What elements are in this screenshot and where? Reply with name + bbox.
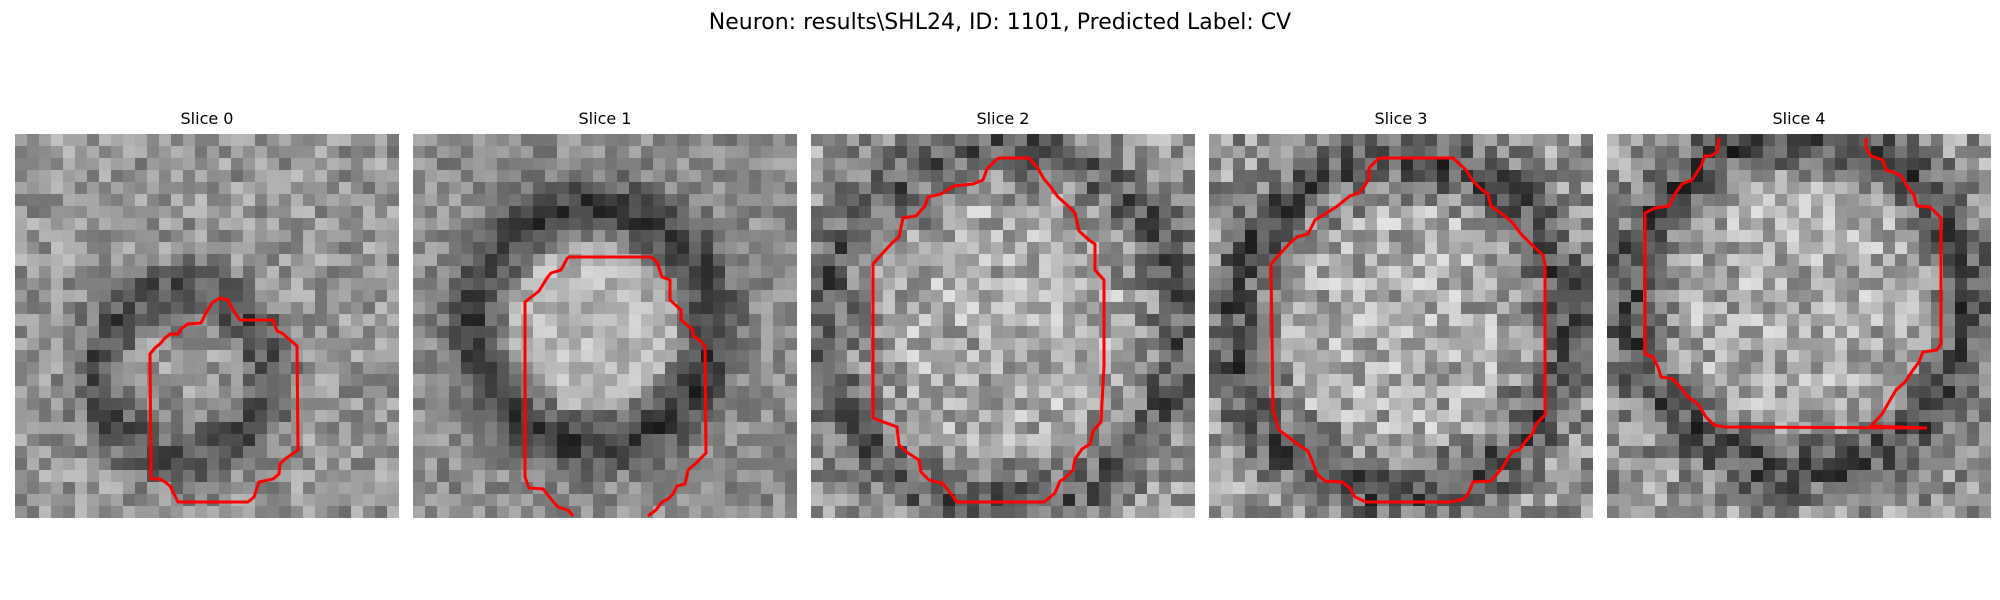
figure-title: Neuron: results\SHL24, ID: 1101, Predict… [708,10,1292,35]
slice-panel-4: Slice 4 [1607,108,1991,520]
slice-panel-0: Slice 0 [15,108,399,520]
slice-title: Slice 1 [578,109,632,128]
microscopy-patch [413,134,797,518]
contour-line [568,255,708,518]
slice-title: Slice 0 [180,109,234,128]
slice-title: Slice 3 [1374,109,1428,128]
contour-line [523,256,575,517]
slice-image [811,134,1195,518]
slice-panel-2: Slice 2 [811,108,1195,520]
contour-line [148,296,300,504]
contour-line [1269,156,1547,504]
slice-image [15,134,399,518]
slice-panel-1: Slice 1 [413,108,797,520]
microscopy-patch [15,134,399,518]
slice-title: Slice 4 [1772,109,1826,128]
slice-image [1607,134,1991,518]
contour-line [871,156,1106,504]
microscopy-patch [1607,134,1991,518]
slice-title: Slice 2 [976,109,1030,128]
microscopy-patch [1209,134,1593,518]
microscopy-patch [811,134,1195,518]
slice-image [1209,134,1593,518]
slice-panel-3: Slice 3 [1209,108,1593,520]
contour-line [1643,137,1943,430]
slice-image [413,134,797,518]
